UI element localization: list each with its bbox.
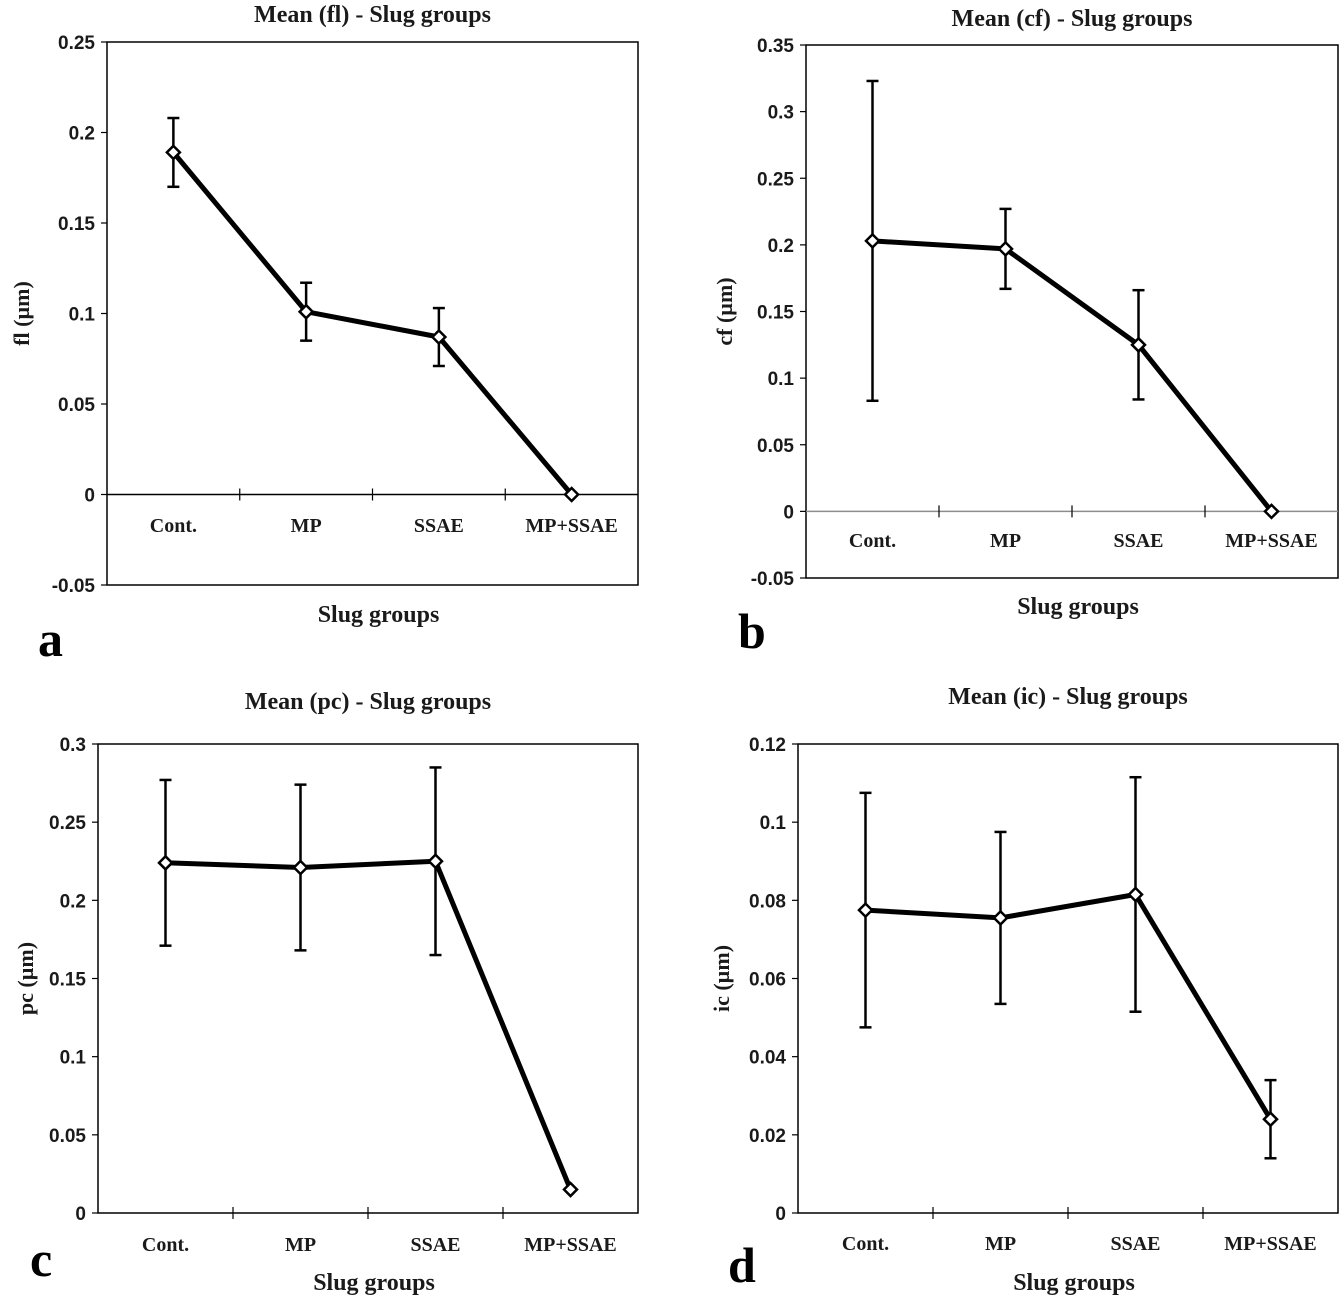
data-point-marker (997, 240, 1014, 258)
x-tick-label: SSAE (414, 515, 464, 537)
x-tick-label: Cont. (849, 530, 896, 552)
x-axis-label: Slug groups (1013, 1270, 1135, 1296)
y-tick-label: -0.05 (52, 576, 96, 597)
plot-frame (106, 41, 639, 586)
y-tick-label: 0.25 (49, 813, 86, 834)
plot-frame (97, 743, 639, 1214)
y-tick-label: 0.2 (60, 891, 86, 912)
y-axis-label: pc (µm) (13, 942, 38, 1015)
y-tick-label: 0.1 (60, 1048, 87, 1069)
chart-panel-b: Mean (cf) - Slug groups 0.35 0.3 0.25 0.2 0.1… (712, 6, 1339, 659)
y-tick-label: 0 (75, 1204, 86, 1225)
data-point-marker (165, 144, 182, 161)
data-point-marker (292, 859, 309, 876)
data-point-marker (427, 852, 444, 870)
x-tick-label: Cont. (842, 1233, 889, 1255)
x-tick-label: MP (291, 515, 322, 537)
y-tick-label: 0.2 (768, 236, 794, 257)
data-point-marker (157, 854, 174, 872)
series-line (171, 150, 574, 497)
data-point-marker (992, 909, 1009, 927)
chart-panel-a: Mean (fl) - Slug groups 0.25 0.2 0.15 0.1 0.0… (9, 2, 639, 667)
data-point-marker (297, 303, 315, 320)
data-point-marker (1263, 503, 1280, 520)
x-tick-label: MP+SSAE (525, 515, 618, 537)
x-tick-label: SSAE (410, 1234, 460, 1256)
series-line (872, 238, 1274, 513)
y-tick-label: 0.1 (768, 369, 795, 390)
y-tick-label: 0.02 (749, 1126, 786, 1147)
x-tick-label: Cont. (142, 1234, 189, 1256)
data-point-marker (1262, 1110, 1279, 1128)
x-tick-label: MP (985, 1233, 1016, 1255)
data-point-marker (1130, 336, 1147, 354)
y-tick-label: 0.05 (757, 436, 794, 457)
panel-letter: a (38, 611, 63, 667)
y-tick-label: 0.05 (58, 395, 95, 416)
y-tick-label: 0.3 (768, 103, 794, 124)
data-point-marker (430, 328, 448, 346)
series-line (865, 892, 1273, 1121)
y-tick-label: 0.15 (58, 214, 95, 235)
x-tick-label: MP+SSAE (524, 1234, 617, 1256)
y-tick-label: 0 (783, 502, 794, 523)
y-tick-label: 0 (84, 486, 95, 507)
x-axis-label: Slug groups (313, 1270, 435, 1296)
y-tick-label: 0.08 (749, 891, 786, 912)
y-tick-label: 0.1 (69, 305, 96, 326)
chart-panel-d: Mean (ic) - Slug groups 0.12 0.1 0.08 0.06 0.… (709, 684, 1339, 1296)
y-tick-label: 0.3 (60, 735, 86, 756)
y-tick-label: 0.15 (49, 970, 86, 991)
data-point-marker (562, 1181, 579, 1198)
chart-panel-c: Mean (pc) - Slug groups 0.3 0.25 0.2 0.15 0.1… (13, 689, 639, 1296)
panel-letter: d (728, 1237, 756, 1293)
x-tick-label: SSAE (1113, 530, 1163, 552)
data-point-marker (1127, 886, 1144, 903)
x-axis-label: Slug groups (1017, 594, 1139, 620)
y-axis-label: cf (µm) (712, 277, 737, 345)
chart-title: Mean (cf) - Slug groups (952, 6, 1193, 32)
y-tick-label: 0 (775, 1204, 786, 1225)
x-tick-label: MP (990, 530, 1021, 552)
data-point-marker (857, 901, 874, 919)
y-tick-label: 0.06 (749, 970, 786, 991)
x-tick-label: MP+SSAE (1225, 530, 1318, 552)
chart-title: Mean (ic) - Slug groups (948, 684, 1188, 710)
y-tick-label: 0.05 (49, 1126, 86, 1147)
plot-frame (797, 743, 1339, 1214)
x-tick-label: Cont. (150, 515, 197, 537)
x-axis-label: Slug groups (318, 602, 440, 628)
x-tick-label: MP+SSAE (1224, 1233, 1317, 1255)
chart-title: Mean (fl) - Slug groups (254, 2, 491, 28)
chart-title: Mean (pc) - Slug groups (245, 689, 491, 715)
data-point-marker (864, 232, 881, 250)
y-tick-label: -0.05 (751, 569, 795, 590)
panel-letter: b (738, 603, 766, 659)
y-tick-label: 0.15 (757, 303, 794, 324)
y-tick-label: 0.35 (757, 36, 794, 57)
y-tick-label: 0.25 (757, 169, 794, 190)
x-tick-label: SSAE (1110, 1233, 1160, 1255)
y-tick-label: 0.25 (58, 33, 95, 54)
y-tick-label: 0.2 (69, 124, 95, 145)
y-axis-label: fl (µm) (9, 281, 34, 346)
panel-letter: c (30, 1231, 52, 1287)
series-line (165, 858, 573, 1191)
y-axis-label: ic (µm) (709, 945, 734, 1012)
y-tick-label: 0.1 (760, 813, 787, 834)
x-tick-label: MP (285, 1234, 316, 1256)
data-point-marker (563, 486, 580, 503)
y-tick-label: 0.12 (749, 735, 786, 756)
y-tick-label: 0.04 (749, 1048, 786, 1069)
